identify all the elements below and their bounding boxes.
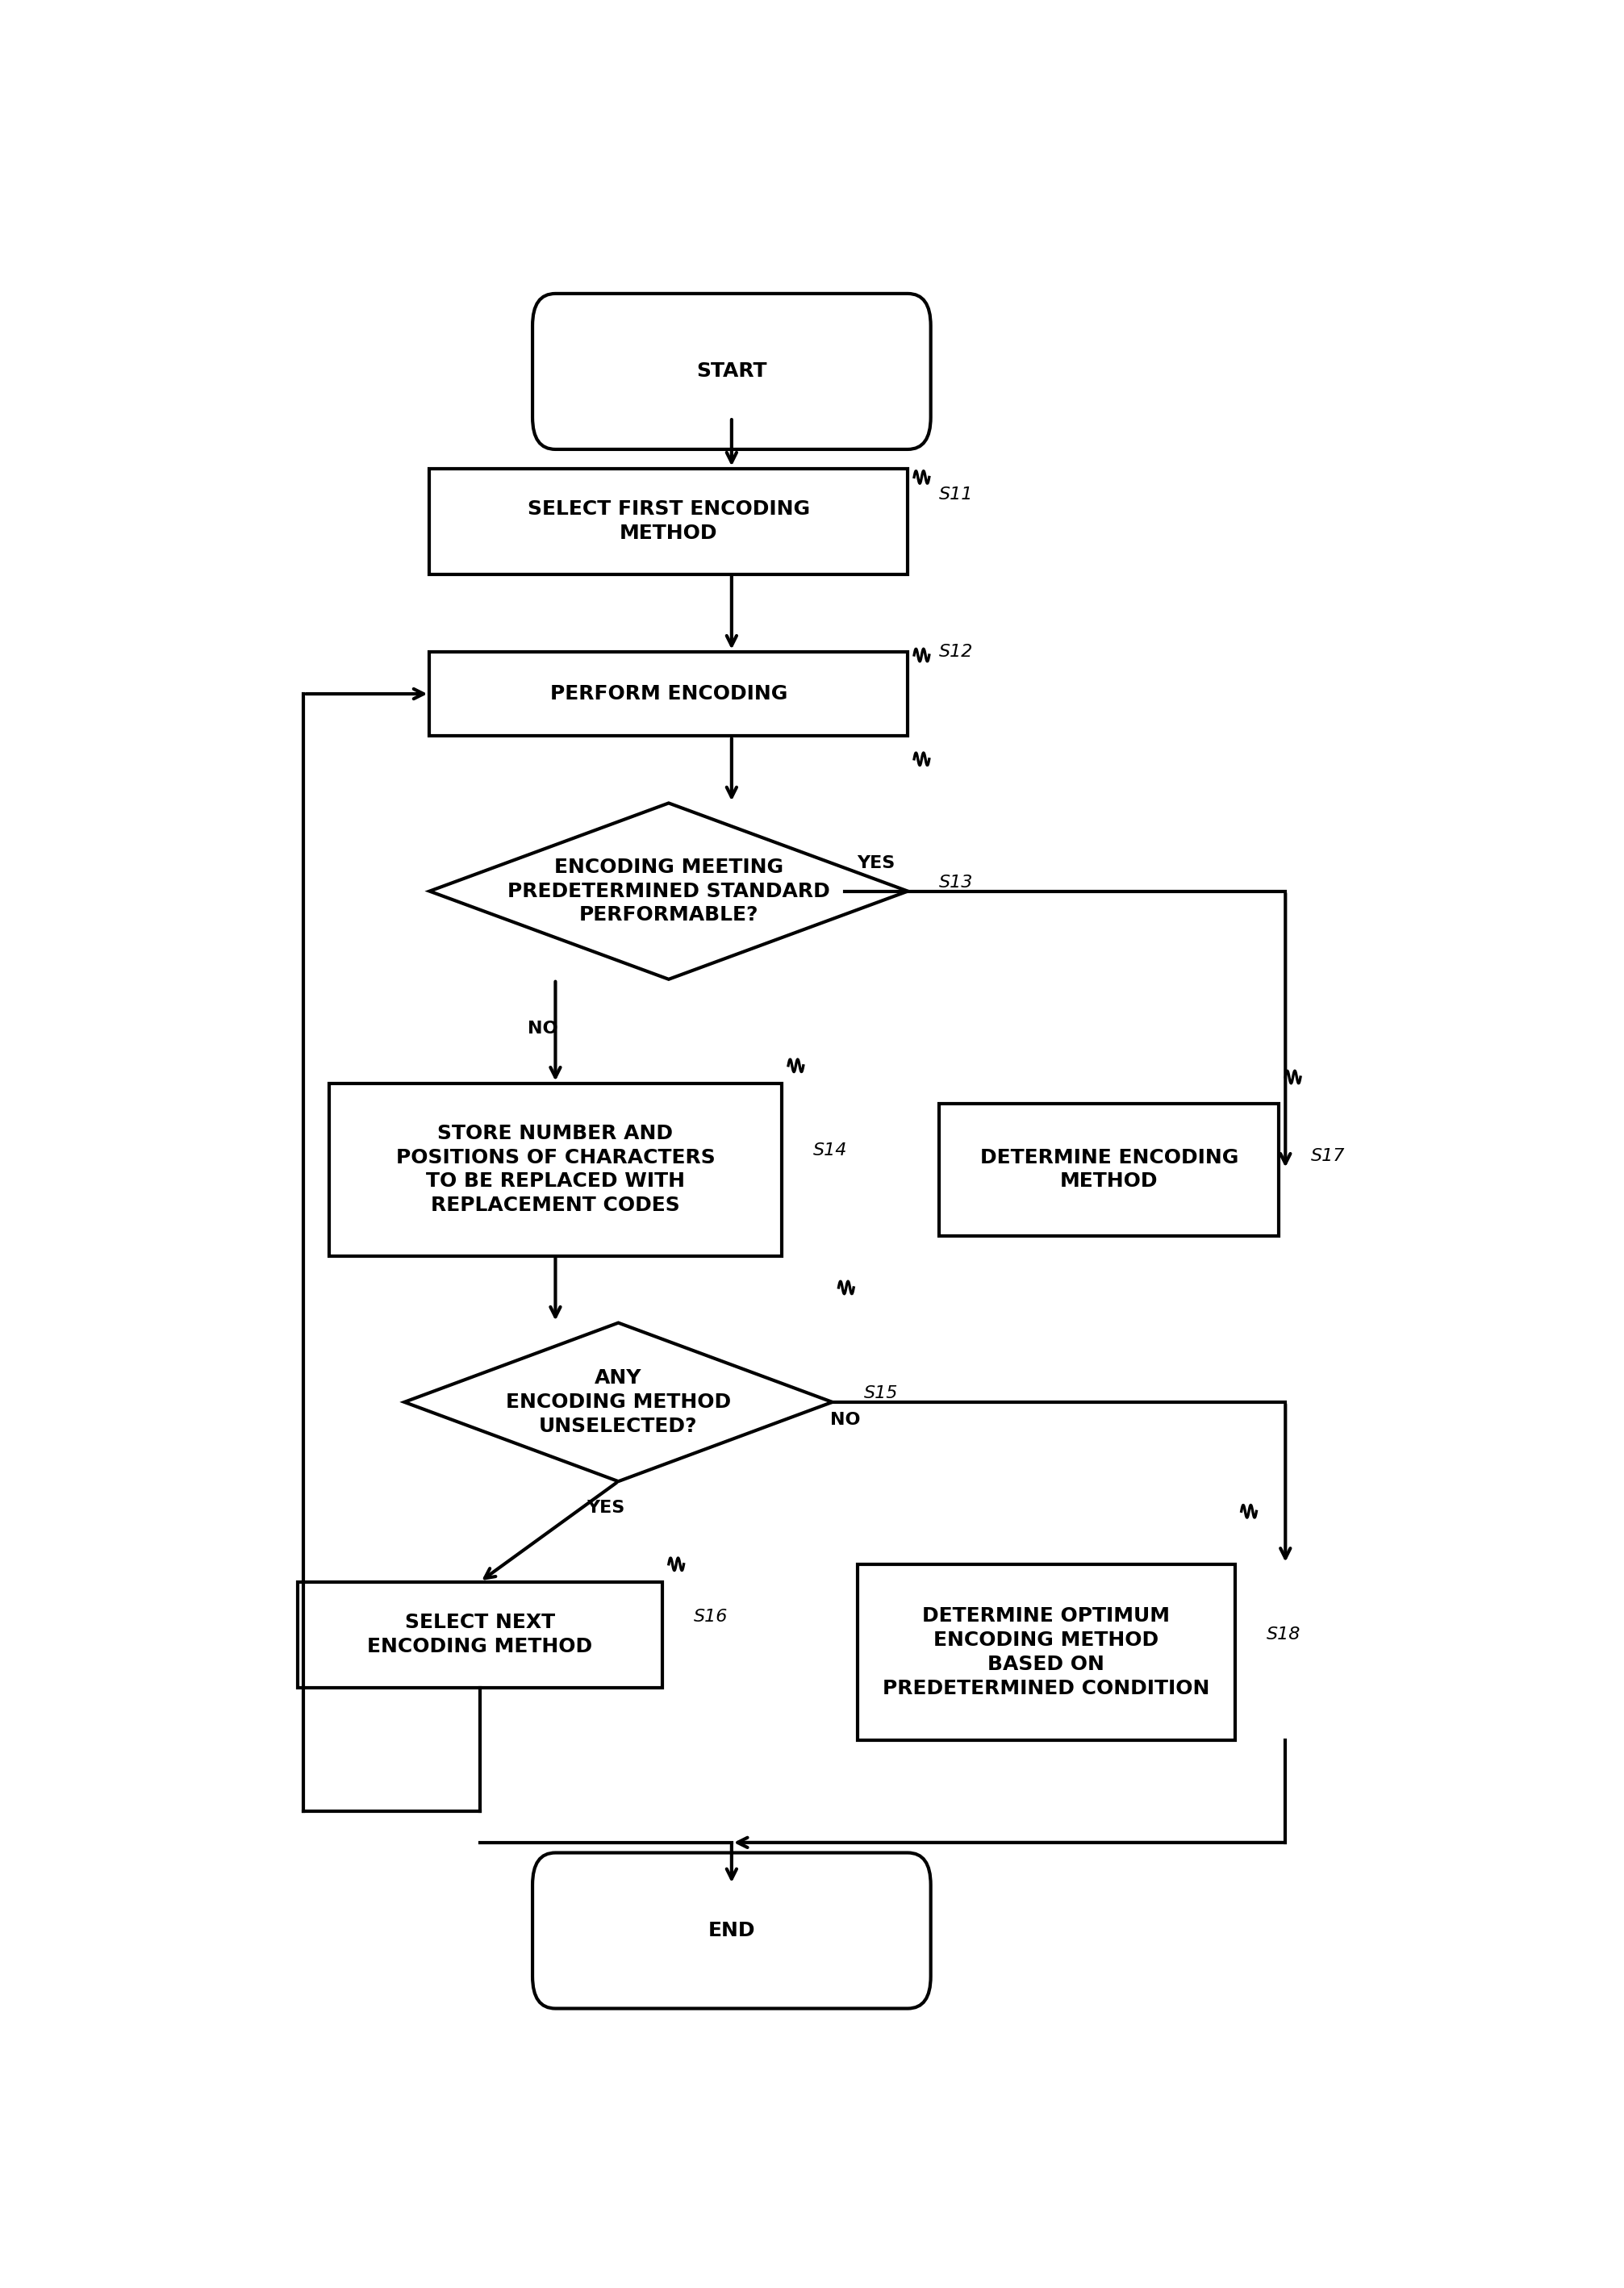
Bar xyxy=(857,1565,1236,1741)
Polygon shape xyxy=(429,803,908,979)
Text: PERFORM ENCODING: PERFORM ENCODING xyxy=(551,684,788,702)
Text: S14: S14 xyxy=(814,1142,848,1158)
Text: SELECT FIRST ENCODING
METHOD: SELECT FIRST ENCODING METHOD xyxy=(528,499,810,542)
Text: ANY
ENCODING METHOD
UNSELECTED?: ANY ENCODING METHOD UNSELECTED? xyxy=(505,1368,731,1437)
Text: NO: NO xyxy=(830,1412,861,1428)
Text: S13: S13 xyxy=(939,874,973,890)
Text: NO: NO xyxy=(528,1020,559,1036)
Bar xyxy=(429,469,908,574)
Bar xyxy=(939,1103,1280,1236)
FancyBboxPatch shape xyxy=(533,293,931,448)
Text: YES: YES xyxy=(586,1499,625,1517)
Text: DETERMINE OPTIMUM
ENCODING METHOD
BASED ON
PREDETERMINED CONDITION: DETERMINE OPTIMUM ENCODING METHOD BASED … xyxy=(883,1606,1210,1698)
Text: SELECT NEXT
ENCODING METHOD: SELECT NEXT ENCODING METHOD xyxy=(367,1613,593,1657)
Text: END: END xyxy=(708,1922,755,1940)
FancyBboxPatch shape xyxy=(533,1853,931,2009)
Bar xyxy=(297,1581,663,1689)
Text: S12: S12 xyxy=(939,643,973,659)
Text: S17: S17 xyxy=(1311,1149,1345,1165)
Text: S18: S18 xyxy=(1267,1627,1301,1643)
Bar xyxy=(429,652,908,737)
Text: START: START xyxy=(697,362,767,382)
Text: YES: YES xyxy=(857,856,895,872)
Text: DETERMINE ENCODING
METHOD: DETERMINE ENCODING METHOD xyxy=(979,1149,1239,1192)
Bar xyxy=(328,1082,783,1256)
Text: ENCODING MEETING
PREDETERMINED STANDARD
PERFORMABLE?: ENCODING MEETING PREDETERMINED STANDARD … xyxy=(507,858,830,924)
Text: S16: S16 xyxy=(693,1608,728,1624)
Text: S11: S11 xyxy=(939,487,973,503)
Polygon shape xyxy=(404,1322,831,1480)
Text: STORE NUMBER AND
POSITIONS OF CHARACTERS
TO BE REPLACED WITH
REPLACEMENT CODES: STORE NUMBER AND POSITIONS OF CHARACTERS… xyxy=(396,1123,715,1215)
Text: S15: S15 xyxy=(864,1384,898,1400)
